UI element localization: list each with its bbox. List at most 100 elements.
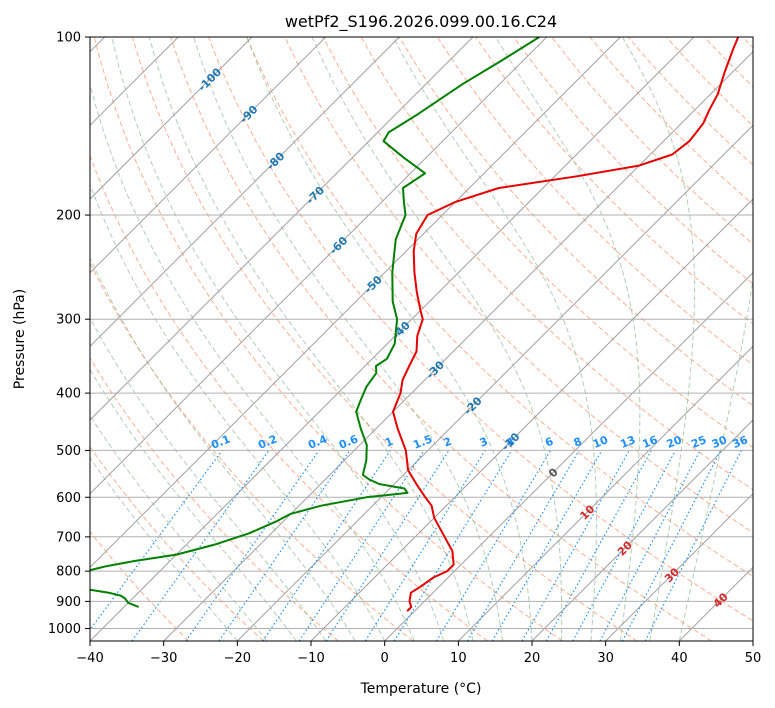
isotherm-line	[752, 640, 753, 641]
isotherm-line	[90, 37, 474, 421]
x-tick-label: 0	[381, 651, 389, 666]
y-tick-label: 300	[56, 313, 81, 328]
y-tick-label: 400	[56, 387, 81, 402]
mixing-ratio-label: 13	[618, 433, 637, 451]
isotherm-line	[90, 37, 253, 200]
x-axis-label: Temperature (°C)	[360, 681, 482, 697]
mixing-ratio-line	[218, 450, 351, 641]
moist-adiabat	[111, 37, 445, 641]
y-tick-label: 900	[56, 595, 81, 610]
isotherm-line	[531, 419, 753, 641]
mixing-ratio-label: 1.5	[411, 432, 434, 451]
mixing-ratio-label: 30	[710, 433, 729, 451]
moist-adiabat	[148, 37, 474, 641]
mixing-ratio-line	[545, 450, 652, 641]
mixing-ratio-label: 1	[383, 435, 395, 450]
mixing-ratio-label: 36	[731, 433, 750, 451]
dry-adiabat	[131, 37, 638, 641]
isotherm-line	[90, 37, 695, 641]
x-tick-label: −40	[76, 651, 103, 666]
mixing-ratio-line	[491, 450, 603, 641]
dry-adiabat	[246, 37, 753, 577]
mixing-ratio-line	[435, 450, 552, 641]
mixing-ratio-label: 6	[543, 435, 555, 450]
mixing-ratio-line	[325, 450, 450, 641]
x-tick-label: 50	[745, 651, 762, 666]
isotherm-line	[310, 198, 753, 641]
isotherm-line	[90, 37, 548, 495]
mixing-ratio-line	[364, 450, 486, 641]
mixing-ratio-line	[521, 450, 630, 641]
mixing-ratio-label: 3	[478, 435, 490, 450]
moist-adiabat	[621, 37, 695, 641]
y-axis: 100 200 300 400 500 600 700 800 900 1000	[48, 31, 90, 637]
mixing-ratio-label: 10	[591, 433, 610, 451]
dry-adiabat	[90, 357, 339, 641]
mixing-ratio-line	[185, 450, 320, 641]
sounding-profiles	[90, 37, 740, 612]
mixing-ratio-line	[131, 450, 270, 641]
y-tick-label: 1000	[48, 622, 81, 637]
y-tick-label: 600	[56, 491, 81, 506]
mixing-ratio-line	[262, 450, 391, 641]
mixing-ratio-line	[393, 450, 513, 641]
mixing-ratio-label: 0.2	[256, 432, 279, 451]
dry-adiabat	[90, 530, 190, 641]
mixing-ratio-label: 0.6	[337, 432, 360, 451]
moist-adiabat	[246, 37, 533, 641]
isotherm-line	[457, 345, 753, 641]
background-lines	[90, 37, 753, 641]
isotherm-line	[90, 37, 327, 274]
dry-adiabat	[90, 261, 414, 641]
mixing-ratio-line	[90, 450, 223, 631]
dry-adiabat	[90, 154, 488, 641]
dry-adiabat	[284, 37, 753, 534]
dry-adiabat	[513, 37, 753, 285]
line-labels: 0.1 0.2 0.4 0.6 1 1.5 2 3 4 6 8 10 13 16 20 25 30 36-100-…	[196, 65, 751, 610]
mixing-ratio-label: 25	[689, 433, 708, 451]
x-tick-label: −30	[150, 651, 177, 666]
y-tick-label: 100	[56, 31, 81, 46]
x-tick-label: −10	[297, 651, 324, 666]
moist-adiabat	[193, 37, 503, 641]
moist-adiabat	[495, 37, 641, 641]
dry-adiabat	[360, 37, 753, 449]
mixing-ratio-label: 0.4	[306, 432, 329, 451]
mixing-ratio-label: 0.1	[209, 432, 232, 451]
dry-adiabat	[208, 37, 753, 622]
dry-adiabat	[703, 37, 753, 88]
y-tick-label: 700	[56, 530, 81, 545]
dry-adiabat	[742, 37, 753, 49]
dry-adiabat	[93, 37, 563, 641]
chart-title: wetPf2_S196.2026.099.00.16.C24	[285, 12, 557, 32]
moist-adiabat	[311, 37, 563, 641]
isotherm-line	[90, 37, 621, 569]
moist-adiabat	[90, 457, 238, 641]
mixing-ratio-line	[466, 450, 580, 641]
moist-adiabat	[90, 316, 327, 641]
y-tick-label: 200	[56, 209, 81, 224]
x-tick-label: 20	[524, 651, 541, 666]
isotherm-line	[90, 37, 400, 348]
mixing-ratio-label: 20	[665, 433, 684, 451]
dewpoint-profile	[90, 37, 540, 608]
mixing-ratio-label: 16	[640, 433, 659, 451]
moist-adiabat	[90, 256, 356, 641]
moist-adiabat	[90, 414, 268, 641]
isotherm-line	[678, 566, 753, 641]
x-tick-label: −20	[224, 651, 251, 666]
mixing-ratio-line	[599, 450, 701, 641]
dry-adiabat	[90, 445, 264, 641]
dry-adiabat	[170, 37, 712, 641]
dry-adiabat	[436, 37, 753, 366]
dry-adiabat	[665, 37, 753, 127]
temperature-profile	[392, 37, 740, 612]
moist-adiabat	[90, 183, 386, 641]
dry-adiabat	[551, 37, 753, 245]
x-tick-label: 40	[671, 651, 688, 666]
y-tick-label: 800	[56, 565, 81, 580]
y-tick-label: 500	[56, 444, 81, 459]
mixing-ratio-label: 2	[442, 435, 454, 450]
x-axis: −40 −30 −20 −10 0 10 20 30 40 50	[76, 641, 761, 666]
isotherm-line	[605, 492, 753, 641]
